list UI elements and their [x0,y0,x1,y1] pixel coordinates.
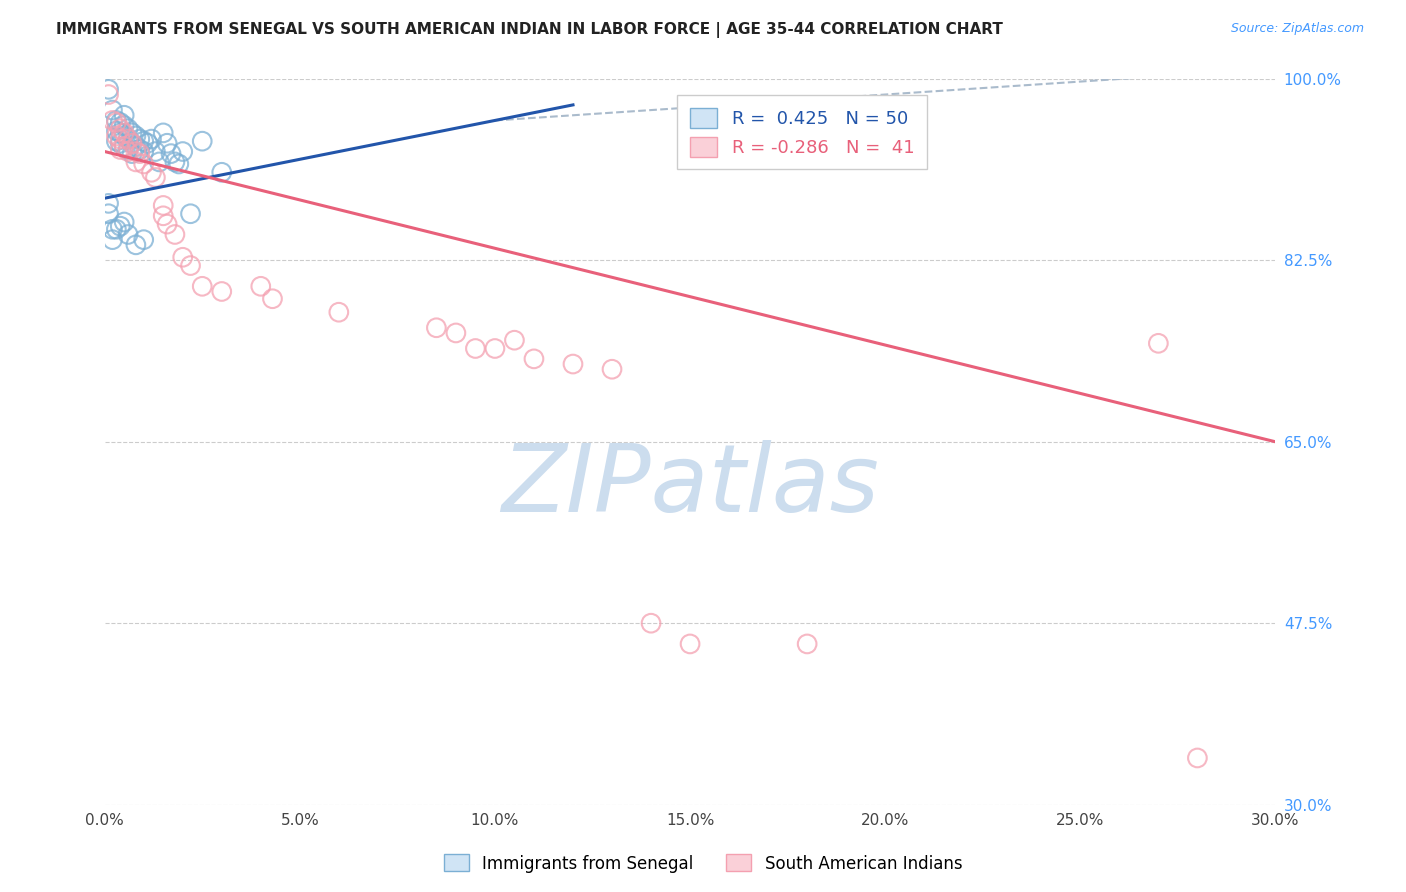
Point [152,198,174,212]
Point [128,132,150,146]
Point [132,157,155,171]
Point [105,128,128,143]
Point [117,132,139,146]
Point [112,215,135,229]
Point [125,128,148,143]
Point [163,227,186,242]
Point [101,103,124,117]
Point [211,165,233,179]
Point [141,165,163,179]
Point [249,279,271,293]
Point [125,139,148,153]
Point [484,342,506,356]
Point [101,222,124,236]
Point [125,237,148,252]
Point [145,170,167,185]
Point [121,136,143,151]
Point [128,146,150,161]
Point [97,82,120,96]
Point [121,146,143,161]
Point [105,115,128,129]
Point [101,113,124,128]
Point [125,155,148,169]
Point [110,143,132,157]
Point [110,136,132,151]
Legend: Immigrants from Senegal, South American Indians: Immigrants from Senegal, South American … [437,847,969,880]
Point [328,305,350,319]
Point [136,136,159,151]
Point [117,121,139,136]
Point [191,279,214,293]
Point [105,222,128,236]
Point [141,132,163,146]
Point [121,126,143,140]
Y-axis label: In Labor Force | Age 35-44: In Labor Force | Age 35-44 [0,341,8,543]
Point [110,126,132,140]
Text: IMMIGRANTS FROM SENEGAL VS SOUTH AMERICAN INDIAN IN LABOR FORCE | AGE 35-44 CORR: IMMIGRANTS FROM SENEGAL VS SOUTH AMERICA… [56,22,1002,38]
Point [160,146,183,161]
Point [180,259,202,273]
Point [152,209,174,223]
Point [172,250,194,264]
Point [503,333,526,347]
Point [112,119,135,133]
Text: Source: ZipAtlas.com: Source: ZipAtlas.com [1230,22,1364,36]
Point [112,139,135,153]
Point [132,134,155,148]
Point [600,362,623,376]
Point [110,132,132,146]
Point [523,351,546,366]
Point [117,132,139,146]
Point [180,207,202,221]
Point [640,616,662,631]
Point [112,126,135,140]
Point [156,136,179,151]
Point [172,145,194,159]
Point [117,145,139,159]
Point [132,145,155,159]
Point [128,143,150,157]
Point [97,196,120,211]
Point [132,233,155,247]
Point [105,124,128,138]
Point [796,637,818,651]
Point [464,342,486,356]
Point [112,108,135,122]
Point [156,217,179,231]
Point [110,115,132,129]
Point [110,219,132,234]
Legend: R =  0.425   N = 50, R = -0.286   N =  41: R = 0.425 N = 50, R = -0.286 N = 41 [678,95,927,169]
Point [112,139,135,153]
Point [679,637,702,651]
Point [152,126,174,140]
Point [444,326,467,340]
Point [112,128,135,143]
Point [1147,336,1170,351]
Point [125,145,148,159]
Point [262,292,284,306]
Point [167,157,190,171]
Text: ZIPatlas: ZIPatlas [501,440,879,531]
Point [117,143,139,157]
Point [110,121,132,136]
Point [117,227,139,242]
Point [148,155,170,169]
Point [163,155,186,169]
Point [105,134,128,148]
Point [101,233,124,247]
Point [211,285,233,299]
Point [145,145,167,159]
Point [97,207,120,221]
Point [1187,751,1209,765]
Point [425,320,447,334]
Point [191,134,214,148]
Point [121,136,143,151]
Point [97,87,120,102]
Point [562,357,585,371]
Point [105,113,128,128]
